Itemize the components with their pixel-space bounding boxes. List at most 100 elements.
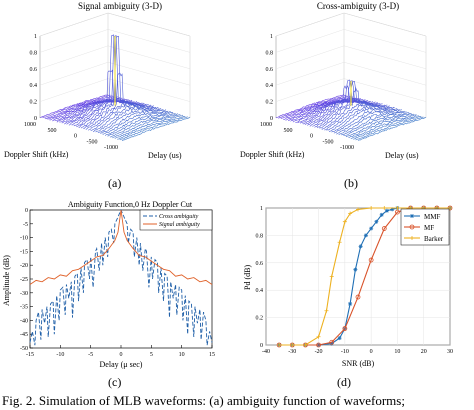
surface-line xyxy=(328,104,398,132)
surface-line xyxy=(90,103,159,131)
marker-circle xyxy=(329,339,335,345)
z-grid-line xyxy=(275,12,345,37)
surface-line xyxy=(341,112,410,136)
z-grid-line xyxy=(343,62,427,86)
series-line-0 xyxy=(29,208,213,346)
marker-star xyxy=(353,267,358,272)
surface-line xyxy=(100,110,169,134)
marker-star xyxy=(363,233,368,238)
surface-line xyxy=(39,94,109,118)
surface-line xyxy=(107,113,176,137)
surface-line xyxy=(353,116,422,140)
panel-b-label: (b) xyxy=(344,176,358,190)
surface-line xyxy=(333,109,402,134)
figure-caption: Fig. 2. Simulation of MLB waveforms: (a)… xyxy=(2,393,405,408)
x-tick-label: 20 xyxy=(421,349,427,355)
z-grid-line xyxy=(39,45,109,69)
marker-circle xyxy=(381,226,387,231)
marker-star xyxy=(337,336,342,341)
z-grid-line xyxy=(39,29,109,53)
marker-plus xyxy=(329,274,334,279)
marker-star xyxy=(358,244,363,249)
surface-line xyxy=(112,114,181,139)
y-tick-label: -10 xyxy=(20,236,28,242)
z-tick-label: 0.2 xyxy=(30,100,38,106)
z-grid-line xyxy=(343,12,427,37)
z-grid-line xyxy=(343,78,427,102)
panel-d-label: (d) xyxy=(337,375,351,389)
marker-star xyxy=(374,219,379,224)
surface-line xyxy=(104,111,174,136)
panel-d-legend: MMF MF Barker xyxy=(400,208,450,246)
marker-plus xyxy=(316,334,321,339)
marker-plus xyxy=(290,343,295,347)
panel-d-xlabel: SNR (dB) xyxy=(342,359,375,368)
panel-c-plot-frame xyxy=(29,209,213,349)
x-tick-label: 15 xyxy=(209,352,215,358)
panel-c-legend-signal: Signal ambiguity xyxy=(159,222,200,228)
z-tick-label: 0 xyxy=(34,116,37,122)
panel-b-axes: 0 0.2 0.4 0.6 0.8 1 1000 500 0 -500 -1000 xyxy=(260,12,427,151)
surface-line xyxy=(44,95,113,120)
panel-d-detection-plot: -40 -30 -20 -10 0 10 20 30 0 0.2 0.4 0.6 0.8 1 MMF MF… xyxy=(243,205,453,389)
panel-a-surface-plot: Signal ambiguity (3-D) 0 0.2 0.4 0.6 0.8 1 100… xyxy=(4,1,191,190)
series-line-1 xyxy=(29,209,213,285)
surface-line xyxy=(355,116,424,141)
z-grid-line xyxy=(275,78,345,102)
panel-a-axes: 0 0.2 0.4 0.6 0.8 1 1000 500 0 -500 -1000 xyxy=(24,12,191,151)
panel-c-series xyxy=(29,208,213,346)
surface-line xyxy=(83,35,152,130)
surface-line xyxy=(56,98,125,123)
y-tick-label: 0.4 xyxy=(256,288,264,294)
z-grid-line xyxy=(343,45,427,69)
x-tick-label: -10 xyxy=(341,349,349,355)
z-grid-line xyxy=(107,12,191,37)
panel-d-legend-mf: MF xyxy=(424,224,434,232)
marker-plus xyxy=(448,206,452,210)
z-tick-label: 0.2 xyxy=(266,100,274,106)
x-tick-label: 5 xyxy=(150,352,153,358)
y-tick-label: 0.8 xyxy=(256,233,264,239)
x-tick-label: 0 xyxy=(120,352,123,358)
marker-plus xyxy=(382,206,387,210)
marker-plus xyxy=(348,211,353,216)
marker-plus xyxy=(342,219,347,224)
x-tick-label: -40 xyxy=(262,349,270,355)
surface-line xyxy=(119,116,188,141)
marker-star xyxy=(384,208,389,213)
z-grid-line xyxy=(275,62,345,86)
z-grid-line xyxy=(107,45,191,69)
doppler-tick-label: 0 xyxy=(310,134,313,140)
panel-c-ticks: -15 -10 -5 0 5 10 150-5-10-15-20-25-30-35-40-4… xyxy=(20,208,215,358)
x-tick-label: -20 xyxy=(315,349,323,355)
y-tick-label: 0 xyxy=(25,208,28,214)
y-tick-label: -45 xyxy=(20,332,28,338)
marker-circle xyxy=(395,209,400,215)
y-tick-label: -5 xyxy=(23,222,28,228)
x-tick-label: -30 xyxy=(288,349,296,355)
x-tick-label: 0 xyxy=(370,349,373,355)
marker-circle xyxy=(316,342,321,348)
panel-c-legend-cross: Cross ambiguity xyxy=(159,214,199,220)
z-tick-label: 0 xyxy=(270,116,273,122)
marker-circle xyxy=(409,224,415,230)
surface-line xyxy=(117,116,186,140)
y-tick-label: 1 xyxy=(260,206,263,212)
surface-line xyxy=(42,94,111,119)
z-tick-label: 0.6 xyxy=(266,67,274,73)
z-tick-label: 0.4 xyxy=(30,83,38,89)
panel-b-title: Cross-ambiguity (3-D) xyxy=(317,1,399,11)
panel-b-xlabel: Delay (us) xyxy=(385,151,419,160)
z-tick-label: 0.4 xyxy=(266,83,274,89)
panel-a-ylabel: Doppler Shift (kHz) xyxy=(4,150,69,159)
z-grid-line xyxy=(107,29,191,53)
y-tick-label: -50 xyxy=(20,346,28,352)
z-grid-line xyxy=(275,29,345,53)
panel-c-legend: Cross ambiguity Signal ambiguity xyxy=(139,209,213,231)
x-tick-label: 10 xyxy=(394,349,400,355)
z-tick-label: 0.6 xyxy=(30,67,38,73)
y-tick-label: -40 xyxy=(20,318,28,324)
surface-line xyxy=(54,97,123,122)
marker-circle xyxy=(368,257,374,263)
